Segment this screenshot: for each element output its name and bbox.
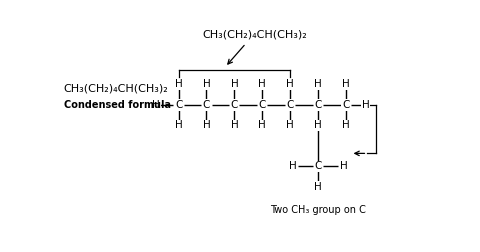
Text: C: C <box>231 100 238 110</box>
Text: CH₃(CH₂)₄CH(CH₃)₂: CH₃(CH₂)₄CH(CH₃)₂ <box>64 83 168 93</box>
Text: H: H <box>286 79 294 89</box>
Text: H: H <box>258 79 266 89</box>
Text: H: H <box>175 79 182 89</box>
Text: C: C <box>203 100 210 110</box>
Text: C: C <box>175 100 182 110</box>
Text: H: H <box>175 120 182 130</box>
Text: H: H <box>258 120 266 130</box>
Text: H: H <box>342 120 350 130</box>
Text: H: H <box>340 162 348 171</box>
Text: H: H <box>314 182 322 192</box>
Text: H: H <box>230 120 238 130</box>
Text: Two CH₃ group on C: Two CH₃ group on C <box>270 205 366 215</box>
Text: C: C <box>314 162 322 171</box>
Text: C: C <box>342 100 349 110</box>
Text: H: H <box>152 100 160 110</box>
Text: H: H <box>203 120 210 130</box>
Text: Condensed formula: Condensed formula <box>64 100 171 110</box>
Text: H: H <box>288 162 296 171</box>
Text: CH₃(CH₂)₄CH(CH₃)₂: CH₃(CH₂)₄CH(CH₃)₂ <box>202 29 307 40</box>
Text: H: H <box>286 120 294 130</box>
Text: C: C <box>287 100 294 110</box>
Text: H: H <box>203 79 210 89</box>
Text: H: H <box>361 100 370 110</box>
Text: H: H <box>230 79 238 89</box>
Text: C: C <box>314 100 322 110</box>
Text: H: H <box>314 120 322 130</box>
Text: H: H <box>314 79 322 89</box>
Text: H: H <box>342 79 350 89</box>
Text: C: C <box>259 100 266 110</box>
